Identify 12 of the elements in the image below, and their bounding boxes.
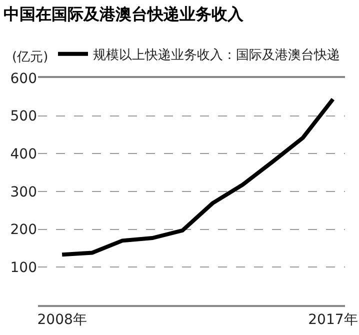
legend-label: 规模以上快递业务收入：国际及港澳台快递	[93, 48, 340, 63]
y-tick-label: 600	[10, 70, 37, 87]
y-axis-title: (亿元)	[12, 50, 48, 65]
y-tick-label: 200	[10, 222, 37, 238]
x-tick-label: 2017年	[308, 312, 358, 328]
y-tick-label: 300	[10, 184, 37, 200]
line-series	[60, 97, 335, 257]
chart-title: 中国在国际及港澳台快递业务收入	[4, 4, 245, 24]
y-tick-label: 400	[10, 146, 37, 163]
x-tick-label: 2008年	[37, 312, 87, 328]
y-tick-label: 100	[10, 260, 37, 276]
y-tick-label: 500	[10, 108, 37, 125]
